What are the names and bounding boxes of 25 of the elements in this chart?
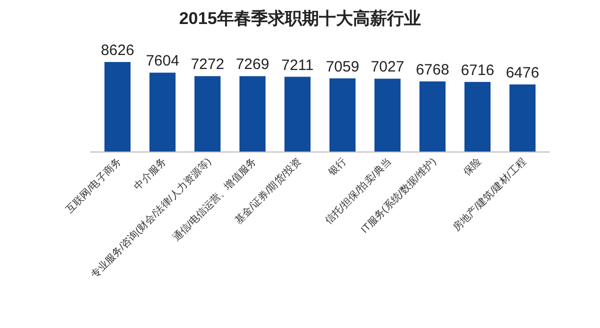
data-label: 6768 (416, 61, 450, 78)
chart-title: 2015年春季求职期十大高薪行业 (179, 9, 421, 28)
bar (419, 81, 446, 152)
data-label: 7604 (146, 52, 180, 70)
x-tick-label: 中介服务 (132, 156, 169, 192)
bar (464, 82, 491, 152)
data-label: 7211 (281, 56, 314, 74)
bar (374, 78, 401, 152)
data-label: 7027 (370, 58, 404, 76)
bar (509, 84, 536, 152)
bar (239, 76, 266, 152)
data-label: 8626 (100, 42, 134, 59)
data-label: 6476 (506, 64, 540, 82)
x-tick-label: 银行 (326, 156, 349, 179)
data-label: 7059 (326, 58, 360, 76)
x-tick-label: 互联网/电子商务 (64, 156, 124, 216)
bar (284, 76, 311, 152)
x-tick-label: 保险 (460, 156, 484, 178)
data-label: 6716 (460, 62, 494, 79)
data-label: 7269 (236, 56, 270, 74)
data-label: 7272 (190, 56, 224, 74)
bar (149, 72, 176, 152)
bar (329, 78, 356, 152)
bar (194, 76, 221, 152)
bar (104, 62, 131, 152)
